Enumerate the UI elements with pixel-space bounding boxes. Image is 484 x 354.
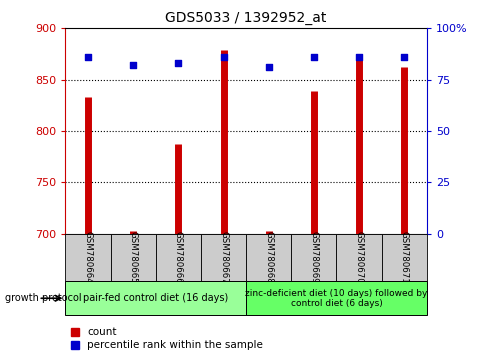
Text: GSM780668: GSM780668 <box>264 231 272 284</box>
Point <box>264 64 272 70</box>
Bar <box>245 281 426 315</box>
Point <box>129 62 137 68</box>
Point <box>174 61 182 66</box>
Point <box>399 54 407 60</box>
Legend: count, percentile rank within the sample: count, percentile rank within the sample <box>71 327 263 350</box>
Text: GSM780670: GSM780670 <box>354 231 363 284</box>
Text: GSM780664: GSM780664 <box>83 231 92 284</box>
Bar <box>110 234 155 281</box>
Point <box>219 54 227 60</box>
Bar <box>336 234 381 281</box>
Text: growth protocol: growth protocol <box>5 293 81 303</box>
Bar <box>245 234 291 281</box>
Text: GSM780671: GSM780671 <box>399 231 408 284</box>
Text: GSM780666: GSM780666 <box>174 231 182 284</box>
Text: GSM780665: GSM780665 <box>128 231 137 284</box>
Point <box>309 54 317 60</box>
Text: zinc-deficient diet (10 days) followed by
control diet (6 days): zinc-deficient diet (10 days) followed b… <box>245 289 427 308</box>
Bar <box>381 234 426 281</box>
Text: GSM780667: GSM780667 <box>219 231 227 284</box>
Bar <box>65 234 110 281</box>
Point <box>354 54 362 60</box>
Bar <box>155 234 200 281</box>
Bar <box>200 234 245 281</box>
Bar <box>65 281 245 315</box>
Text: GSM780669: GSM780669 <box>309 231 318 284</box>
Title: GDS5033 / 1392952_at: GDS5033 / 1392952_at <box>165 11 326 24</box>
Bar <box>291 234 336 281</box>
Point <box>84 54 92 60</box>
Text: pair-fed control diet (16 days): pair-fed control diet (16 days) <box>83 293 228 303</box>
